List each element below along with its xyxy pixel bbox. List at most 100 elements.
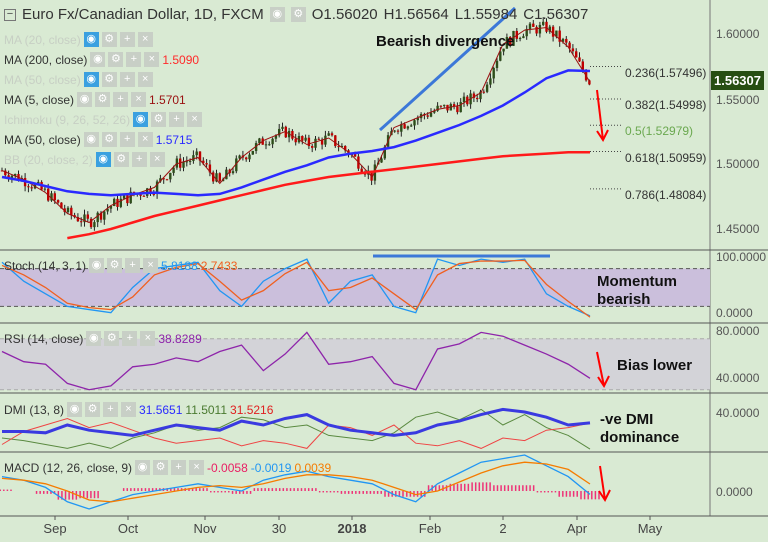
close-icon[interactable]: × — [137, 72, 153, 87]
eye-icon[interactable]: ◉ — [83, 32, 99, 47]
legend-label[interactable]: MA (50, close) — [4, 72, 81, 87]
candle-body — [565, 38, 568, 43]
di-minus-line — [1, 417, 591, 449]
di-plus-value: 11.5011 — [185, 402, 228, 417]
candle-body — [155, 181, 159, 195]
close-icon[interactable]: × — [144, 52, 160, 67]
candle-body — [109, 205, 113, 209]
candle-body — [268, 144, 271, 146]
close-icon[interactable]: × — [149, 152, 165, 167]
candle-body — [129, 191, 132, 204]
macd-signal-value: 0.0039 — [294, 460, 332, 475]
adx-line — [2, 407, 591, 437]
indicator-legend: MA (200, close) ◉ ⚙ + × 1.5090 — [4, 52, 199, 67]
eye-icon[interactable]: ◉ — [95, 152, 111, 167]
candle-body — [509, 36, 512, 46]
legend-label[interactable]: MA (20, close) — [4, 32, 81, 47]
candle-body — [452, 104, 456, 107]
plus-icon[interactable]: + — [119, 132, 135, 147]
eye-icon[interactable]: ◉ — [133, 112, 149, 127]
plus-icon[interactable]: + — [119, 72, 135, 87]
candle-body — [575, 51, 578, 58]
gear-icon[interactable]: ⚙ — [101, 32, 117, 47]
candle-body — [113, 198, 116, 206]
eye-icon[interactable]: ◉ — [89, 258, 105, 273]
plus-icon[interactable]: + — [169, 112, 185, 127]
time-tick: 2 — [499, 521, 507, 536]
plus-icon[interactable]: + — [131, 152, 147, 167]
close-icon[interactable]: × — [143, 258, 159, 273]
candle-body — [459, 102, 462, 113]
eye-icon[interactable]: ◉ — [83, 132, 99, 147]
candle-body — [502, 48, 505, 52]
stoch-legend: Stoch (14, 3, 1) ◉ ⚙ + × 5.8188 2.7433 — [4, 258, 237, 273]
plus-icon[interactable]: + — [125, 258, 141, 273]
candle-body — [581, 61, 584, 71]
dmi-label[interactable]: DMI (13, 8) — [4, 402, 65, 417]
gear-icon[interactable]: ⚙ — [151, 112, 167, 127]
eye-icon[interactable]: ◉ — [90, 52, 106, 67]
close-icon[interactable]: × — [131, 92, 147, 107]
plus-icon[interactable]: + — [113, 92, 129, 107]
gear-icon[interactable]: ⚙ — [95, 92, 111, 107]
gear-icon[interactable]: ⚙ — [113, 152, 129, 167]
candle-body — [245, 157, 248, 160]
candle-body — [314, 138, 317, 148]
plus-icon[interactable]: + — [103, 402, 119, 417]
close-icon[interactable]: × — [137, 132, 153, 147]
macd-legend: MACD (12, 26, close, 9) ◉ ⚙ + × -0.0058 -0.001… — [4, 460, 331, 475]
candle-body — [472, 93, 476, 98]
candle-body — [172, 167, 175, 173]
eye-icon[interactable]: ◉ — [83, 72, 99, 87]
close-icon[interactable]: × — [137, 32, 153, 47]
candle-body — [142, 195, 146, 197]
candle-body — [251, 150, 254, 155]
stoch-label[interactable]: Stoch (14, 3, 1) — [4, 258, 87, 273]
plus-icon[interactable]: + — [122, 331, 138, 346]
collapse-icon[interactable]: − — [4, 8, 16, 21]
legend-value: 1.5090 — [162, 52, 200, 67]
candle-body — [545, 21, 548, 32]
rsi-label[interactable]: RSI (14, close) — [4, 331, 84, 346]
red-arrow-icon — [599, 465, 606, 501]
legend-label[interactable]: MA (50, close) — [4, 132, 81, 147]
plus-icon[interactable]: + — [126, 52, 142, 67]
close-icon[interactable]: × — [140, 331, 156, 346]
candle-body — [76, 217, 80, 222]
annotation-bearish-divergence: Bearish divergence — [376, 33, 515, 50]
legend-value: 1.5715 — [155, 132, 193, 147]
gear-icon[interactable]: ⚙ — [104, 331, 120, 346]
red-arrow-icon — [596, 89, 604, 141]
close-icon[interactable]: × — [187, 112, 203, 127]
legend-label[interactable]: BB (20, close, 2) — [4, 152, 93, 167]
candle-body — [443, 104, 446, 106]
gear-icon[interactable]: ⚙ — [101, 132, 117, 147]
eye-icon[interactable]: ◉ — [77, 92, 93, 107]
candle-body — [337, 146, 340, 148]
gear-icon[interactable]: ⚙ — [85, 402, 101, 417]
gear-icon[interactable]: ⚙ — [290, 7, 306, 22]
candle-body — [571, 48, 575, 52]
legend-label[interactable]: MA (200, close) — [4, 52, 88, 67]
candle-body — [10, 175, 14, 179]
eye-icon[interactable]: ◉ — [269, 7, 285, 22]
close-icon[interactable]: × — [121, 402, 137, 417]
candle-body — [218, 173, 221, 182]
eye-icon[interactable]: ◉ — [86, 331, 102, 346]
macd-label[interactable]: MACD (12, 26, close, 9) — [4, 460, 133, 475]
legend-label[interactable]: MA (5, close) — [4, 92, 75, 107]
close-icon[interactable]: × — [189, 460, 205, 475]
candle-body — [202, 160, 205, 164]
gear-icon[interactable]: ⚙ — [101, 72, 117, 87]
eye-icon[interactable]: ◉ — [135, 460, 151, 475]
gear-icon[interactable]: ⚙ — [153, 460, 169, 475]
gear-icon[interactable]: ⚙ — [108, 52, 124, 67]
symbol-title[interactable]: Euro Fx/Canadian Dollar, 1D, FXCM — [22, 6, 264, 23]
time-tick: Sep — [43, 521, 67, 536]
eye-icon[interactable]: ◉ — [67, 402, 83, 417]
plus-icon[interactable]: + — [119, 32, 135, 47]
plus-icon[interactable]: + — [171, 460, 187, 475]
gear-icon[interactable]: ⚙ — [107, 258, 123, 273]
legend-label[interactable]: Ichimoku (9, 26, 52, 26) — [4, 112, 131, 127]
